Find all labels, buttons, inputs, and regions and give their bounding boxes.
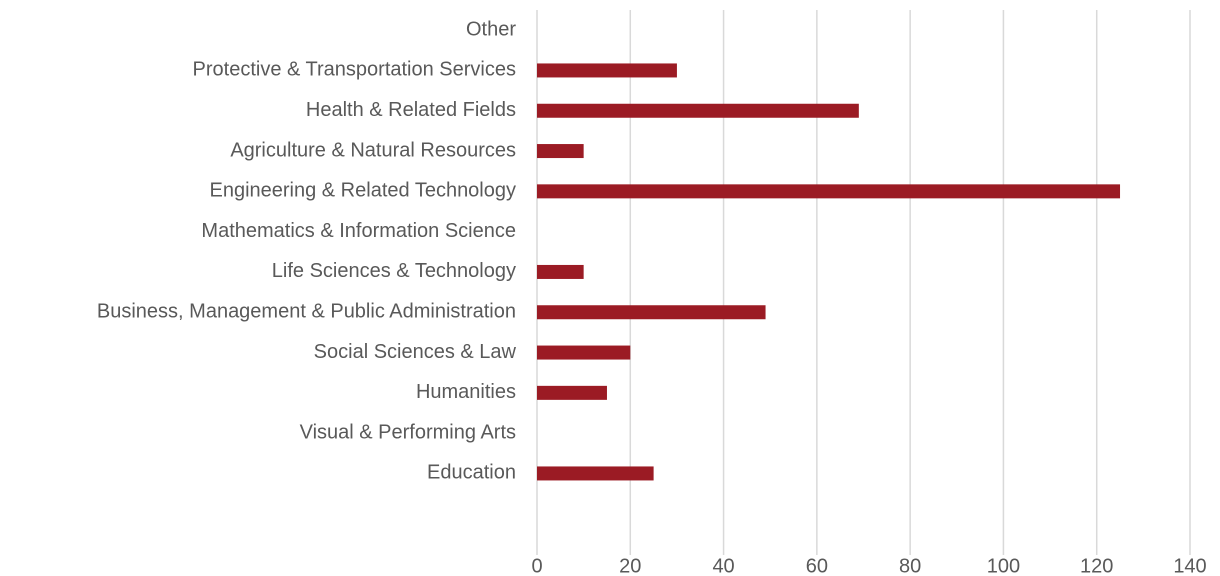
bar	[537, 385, 607, 400]
y-tick-label: Education	[427, 462, 516, 484]
y-tick-label: Mathematics & Information Science	[201, 220, 516, 242]
bar	[537, 466, 654, 481]
y-tick-label: Visual & Performing Arts	[300, 421, 516, 443]
x-tick-label: 120	[1080, 555, 1113, 576]
bar	[537, 144, 584, 159]
x-tick-label: 140	[1173, 555, 1206, 576]
x-tick-label: 60	[806, 555, 828, 576]
bar	[537, 103, 859, 118]
y-tick-label: Humanities	[416, 381, 516, 403]
y-tick-label: Business, Management & Public Administra…	[97, 301, 516, 323]
bar	[537, 264, 584, 279]
y-tick-label: Protective & Transportation Services	[193, 59, 516, 81]
y-tick-label: Health & Related Fields	[306, 99, 516, 121]
y-tick-label: Life Sciences & Technology	[272, 260, 516, 282]
x-tick-label: 40	[712, 555, 734, 576]
x-tick-label: 20	[619, 555, 641, 576]
x-tick-label: 80	[899, 555, 921, 576]
bar	[537, 345, 631, 360]
y-tick-label: Social Sciences & Law	[314, 341, 517, 363]
y-tick-label: Engineering & Related Technology	[209, 180, 516, 202]
y-tick-label: Other	[466, 18, 516, 40]
x-tick-label: 0	[531, 555, 542, 576]
y-tick-label: Agriculture & Natural Resources	[230, 139, 516, 161]
bar	[537, 184, 1121, 199]
bar	[537, 63, 677, 78]
x-tick-label: 100	[987, 555, 1020, 576]
bar	[537, 305, 766, 320]
